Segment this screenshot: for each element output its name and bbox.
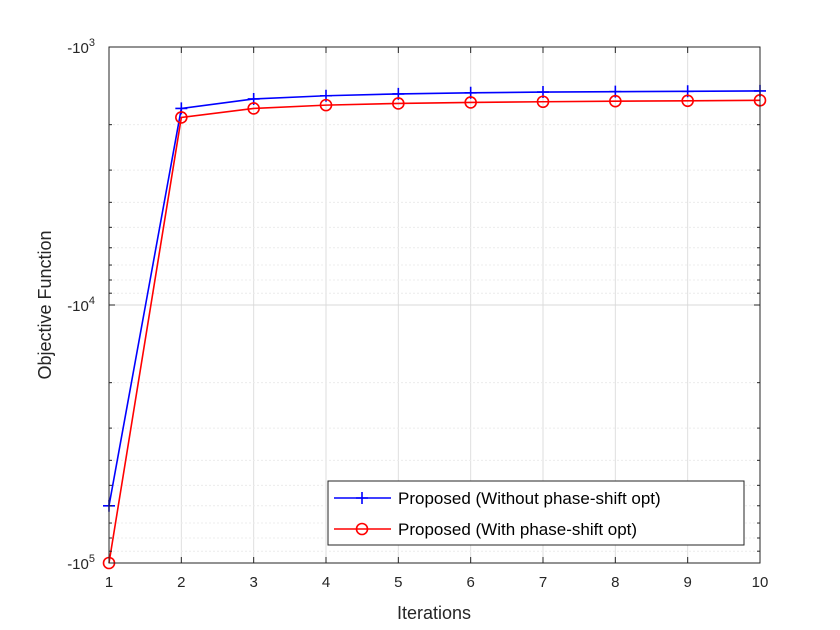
x-axis-label: Iterations [397,603,471,623]
y-tick-labels: -103 -104 -105 [67,37,95,573]
circle-marker [536,95,550,109]
y-tick-label: -105 [67,553,95,573]
x-tick-label: 2 [177,574,185,591]
circle-marker [175,111,188,124]
x-tick-label: 1 [105,574,113,591]
x-tick-labels: 1 2 3 4 5 6 7 8 9 10 [105,574,769,591]
y-tick-label: -103 [67,37,95,57]
legend-entry-with-phase-shift: Proposed (With phase-shift opt) [334,520,637,539]
series-line [108,90,761,506]
y-axis-label: Objective Function [35,230,55,379]
circle-marker [355,522,369,536]
circle-marker [609,94,622,108]
series-group [102,84,767,570]
x-tick-label: 9 [683,574,691,591]
legend-label: Proposed (Without phase-shift opt) [398,489,661,508]
series-with-phase-shift [102,94,767,570]
legend-box [327,480,745,546]
plus-marker [356,492,368,504]
x-tick-label: 3 [249,574,257,591]
circle-marker [392,97,405,110]
x-tick-label: 7 [539,574,547,591]
x-tick-label: 10 [752,574,769,591]
circle-marker [319,98,333,112]
series-line [108,99,761,564]
x-tick-label: 8 [611,574,619,591]
x-tick-label: 5 [394,574,402,591]
legend-entry-without-phase-shift: Proposed (Without phase-shift opt) [334,489,661,508]
x-tick-label: 6 [466,574,474,591]
x-tick-label: 4 [322,574,330,591]
y-tick-label: -104 [67,295,95,315]
circle-marker [681,94,694,108]
legend: Proposed (Without phase-shift opt) Propos… [327,480,745,546]
legend-label: Proposed (With phase-shift opt) [398,520,637,539]
circle-marker [464,96,477,109]
series-without-phase-shift [103,84,766,512]
circle-marker [247,102,260,115]
axis-ticks [108,46,761,564]
